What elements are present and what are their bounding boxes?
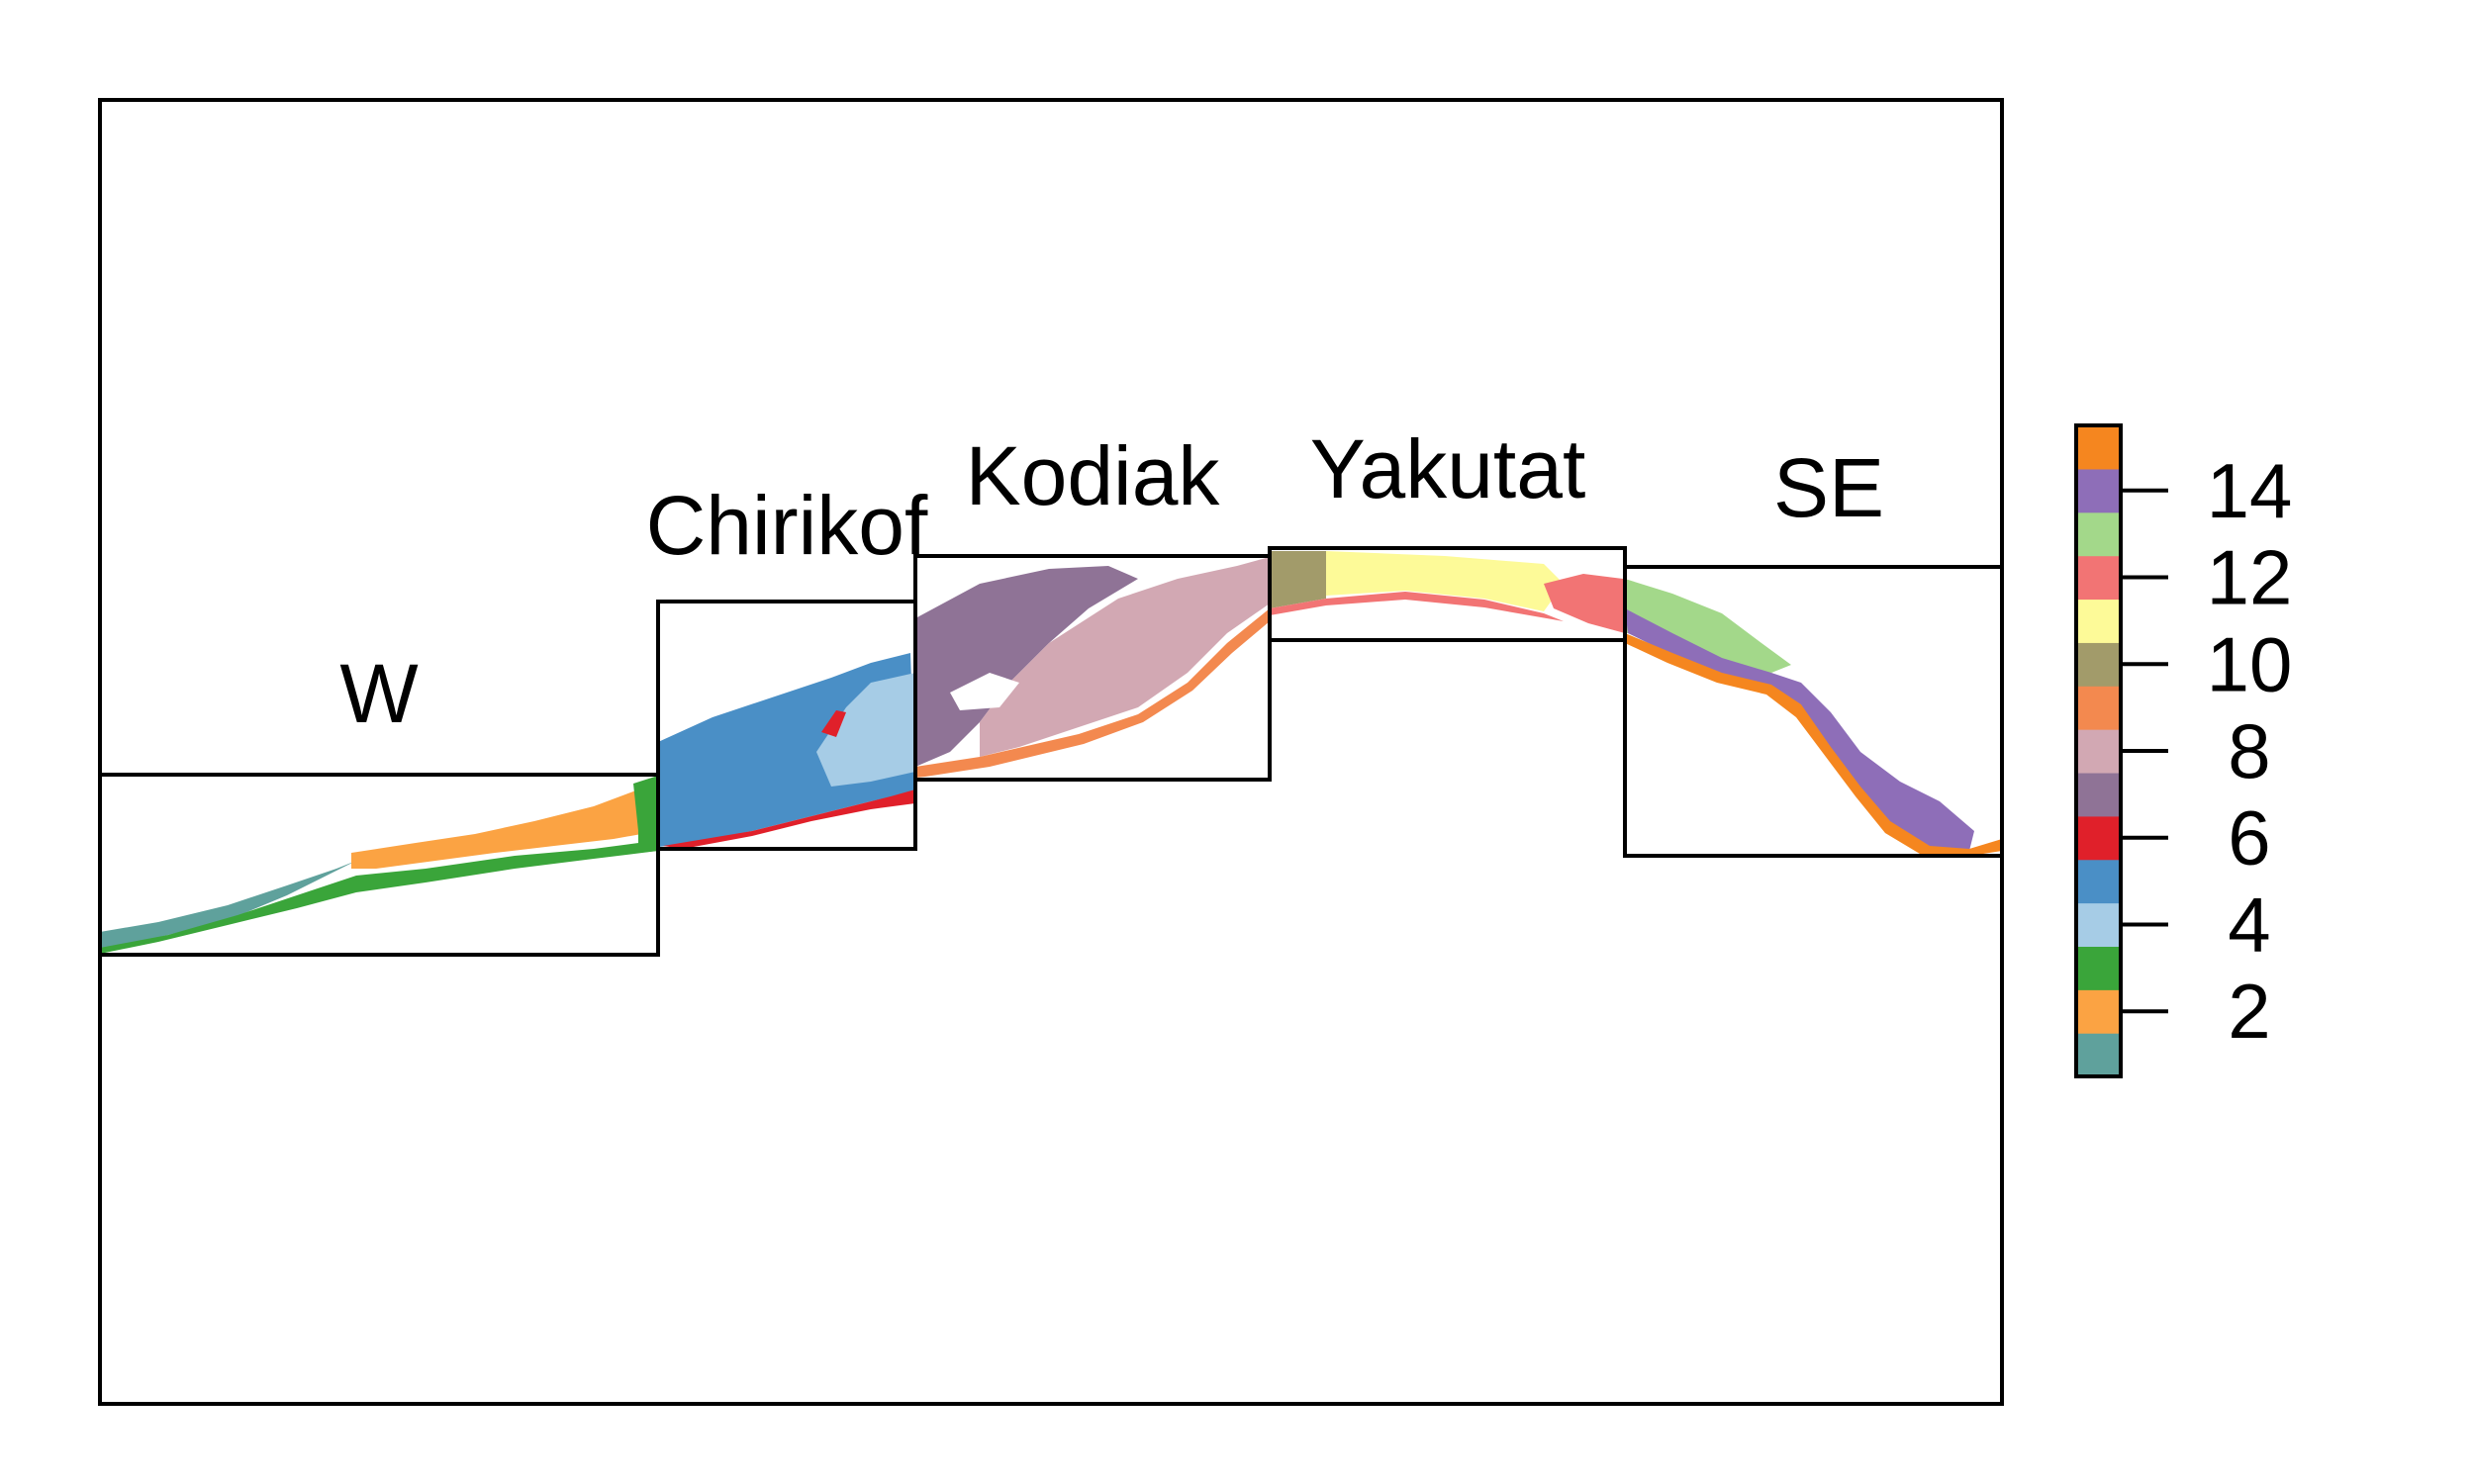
legend-swatch: [2076, 599, 2121, 643]
legend-swatches: [2076, 425, 2121, 1077]
area-chirikof-lightblue: [816, 673, 915, 787]
legend-swatch: [2076, 815, 2121, 861]
area-se-orange-edge: [1625, 633, 2002, 857]
legend-swatch: [2076, 468, 2121, 513]
plot-frame: [98, 98, 2004, 1406]
area-kodiak-white-spot: [950, 673, 1019, 710]
legend-swatch: [2076, 686, 2121, 730]
area-chirikof-darkblue: [658, 653, 915, 847]
area-chirikof-red-spot: [821, 710, 846, 737]
legend-tick-label: 8: [2228, 707, 2270, 794]
region-box-se: [1623, 565, 2004, 858]
region-label-se: SE: [1773, 441, 1884, 534]
area-w-teal: [100, 861, 356, 952]
area-yakutat-yellow: [1326, 551, 1564, 611]
legend-swatch: [2076, 1033, 2121, 1077]
legend-swatch: [2076, 946, 2121, 990]
area-w-green-edge: [633, 776, 658, 853]
region-label-w: W: [339, 647, 418, 740]
legend-swatch: [2076, 729, 2121, 774]
legend-tick-label: 6: [2228, 794, 2270, 881]
area-yakutat-olive: [1270, 551, 1326, 608]
legend-swatch: [2076, 642, 2121, 687]
legend-tick-label: 10: [2207, 620, 2293, 707]
legend-swatch: [2076, 989, 2121, 1034]
region-boxes: [98, 546, 2004, 957]
legend-swatch: [2076, 902, 2121, 947]
region-labels: W Chirikof Kodiak Yakutat SE: [339, 422, 1884, 740]
legend-tick-label: 2: [2228, 968, 2270, 1055]
area-kodiak-pink: [980, 557, 1270, 757]
region-box-w: [98, 773, 660, 957]
area-chirikof-red: [663, 789, 915, 849]
area-kodiak-purple: [915, 566, 1138, 767]
legend-swatch: [2076, 555, 2121, 601]
legend-swatch: [2076, 511, 2121, 557]
legend-tick-label: 4: [2228, 881, 2270, 968]
legend-swatch: [2076, 859, 2121, 904]
region-box-kodiak: [913, 554, 1272, 782]
area-yakutat-salmon-edge: [1270, 592, 1564, 621]
area-w-orange: [351, 782, 658, 869]
area-yakutat-salmon: [1544, 574, 1625, 633]
legend-swatch: [2076, 425, 2121, 470]
legend-tick-label: 14: [2207, 447, 2293, 534]
region-label-kodiak: Kodiak: [966, 429, 1221, 522]
shaded-areas: [100, 551, 2002, 954]
area-se-purple: [1625, 608, 1974, 851]
area-w-green: [100, 841, 658, 954]
region-label-yakutat: Yakutat: [1310, 422, 1586, 515]
legend-swatch: [2076, 772, 2121, 817]
region-label-chirikof: Chirikof: [646, 479, 928, 572]
legend-tick-label: 12: [2207, 534, 2293, 621]
area-se-green: [1625, 579, 1791, 673]
